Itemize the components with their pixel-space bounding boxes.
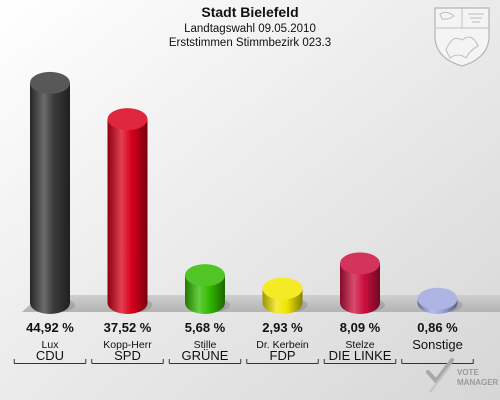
chart-header: Stadt Bielefeld Landtagswahl 09.05.2010 … [169, 4, 331, 49]
bar-gr-ne [185, 264, 230, 314]
candidate-label-die-linke: Stelze [345, 339, 374, 351]
bar-top [185, 264, 225, 287]
bar-base [340, 292, 380, 314]
bar-base [107, 292, 148, 314]
watermark-vote: VOTE [457, 368, 479, 377]
bar-top [417, 287, 458, 310]
bar-base [30, 292, 70, 314]
value-label-fdp: 2,93 % [262, 320, 303, 335]
bar-body [107, 119, 148, 303]
bar-fdp [262, 277, 308, 314]
value-label-die-linke: 8,09 % [340, 320, 381, 335]
chart-subtitle-district: Erststimmen Stimmbezirk 023.3 [169, 37, 331, 49]
ballot-check-icon [426, 358, 454, 393]
category-label-fdp: FDP [270, 348, 296, 363]
value-label-gr-ne: 5,68 % [185, 320, 226, 335]
candidate-label-fdp: Dr. Kerbein [256, 339, 309, 351]
coat-of-arms-icon [434, 7, 490, 67]
bar-base [185, 292, 225, 314]
chart-subtitle-election: Landtagswahl 09.05.2010 [184, 23, 316, 35]
bar-series [30, 71, 463, 314]
category-label-die-linke: DIE LINKE [329, 348, 392, 363]
chart-title: Stadt Bielefeld [201, 4, 298, 20]
bar-top [30, 71, 70, 94]
bar-top [262, 277, 303, 300]
candidate-label-spd: Kopp-Herr [103, 339, 152, 351]
value-label-cdu: 44,92 % [26, 320, 74, 335]
value-label-sonstige: 0,86 % [417, 320, 458, 335]
bar-body [30, 82, 70, 303]
candidate-label-gr-ne: Stille [194, 339, 217, 351]
watermark: VOTE MANAGER [426, 358, 499, 393]
bar-sonstige [417, 287, 463, 314]
bar-spd [107, 108, 153, 314]
category-label-cdu: CDU [36, 348, 64, 363]
bar-cdu [30, 71, 75, 314]
bar-top [340, 252, 380, 275]
watermark-manager: MANAGER [457, 378, 499, 387]
category-label-sonstige: Sonstige [412, 337, 463, 352]
value-label-spd: 37,52 % [104, 320, 152, 335]
bar-top [107, 108, 148, 131]
candidate-label-cdu: Lux [42, 339, 60, 351]
category-label-gr-ne: GRÜNE [182, 348, 229, 363]
category-label-spd: SPD [114, 348, 141, 363]
bar-die-linke [340, 252, 385, 314]
